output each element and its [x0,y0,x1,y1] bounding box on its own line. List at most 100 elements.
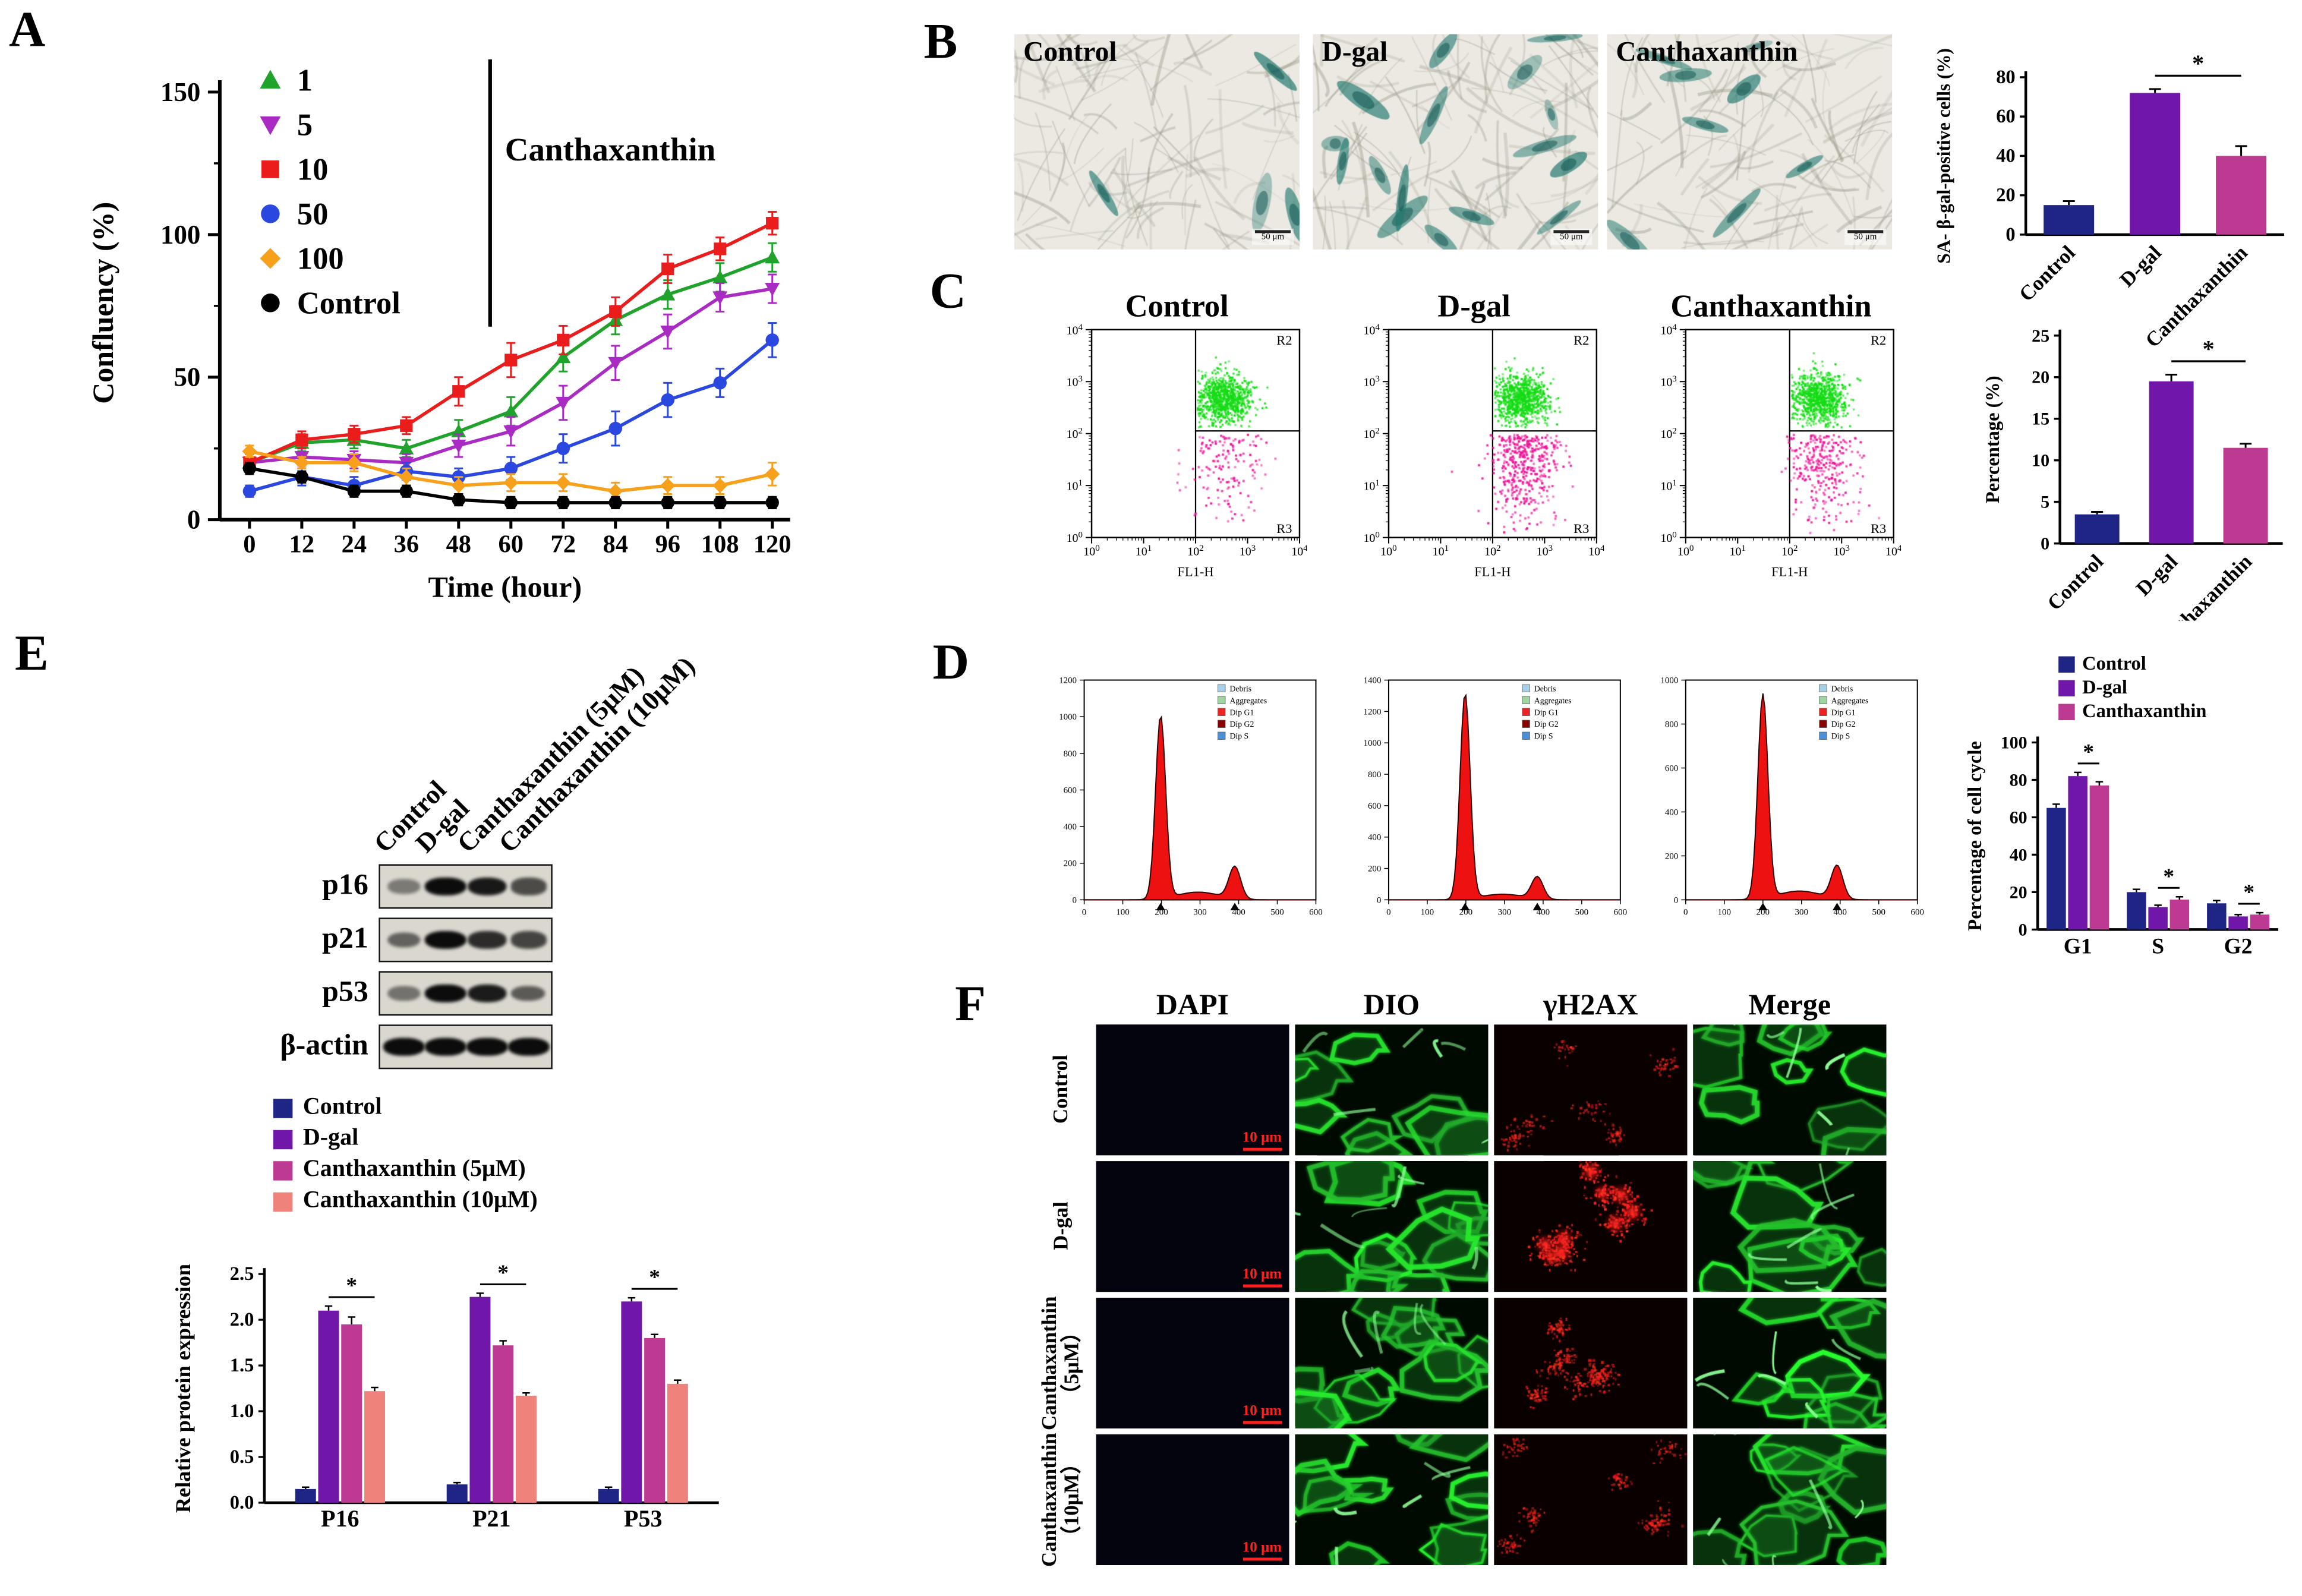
hist-legend-swatch [1819,684,1827,692]
y-tick-label: 20 [1996,185,2015,206]
y-tick-label: 800 [1368,770,1381,780]
x-tick-label: 100 [1116,907,1129,917]
row-label: Control [1051,1055,1073,1125]
legend-label-D-gal: D-gal [2082,677,2127,698]
peak-marker [1461,903,1470,910]
fluorescence-image-γH2AX [1494,1434,1688,1565]
y-log-tick: 101 [1067,478,1083,493]
hist-legend-label: Dip G1 [1534,708,1559,717]
marker-circle [452,493,466,507]
marker-diamond [660,478,676,493]
sig-star: * [2243,881,2254,905]
blot-band [510,931,547,948]
column-header-DAPI: DAPI [1156,989,1229,1022]
y-tick-label: 400 [1665,808,1678,817]
blot-row-label-p53: p53 [322,975,368,1008]
legend-swatch-Control [2058,656,2075,673]
marker-circle [504,462,518,475]
bar-Canthaxanthin [2223,447,2268,544]
fluorescence-image-DAPI: 10 μm [1096,1298,1289,1429]
x-category-label: D-gal [2131,550,2182,600]
panel-E-bar-chart: 0.0 0.5 1.0 1.5 2.0 2.5 P16 * P21 * P53 * Relative p… [166,1250,749,1596]
marker-diamond [608,484,623,499]
y-tick-label: 600 [1368,802,1381,811]
x-tick-label: 0 [1386,907,1391,917]
legend-label-1: 1 [297,63,313,97]
x-category-label: S [2152,934,2164,958]
hist-legend-swatch [1218,708,1226,716]
x-tick-label: 0 [1683,907,1688,917]
fluorescence-image-DAPI: 10 μm [1096,1434,1289,1565]
legend-title: Canthaxanthin [505,131,715,168]
y-tick-label: 1.0 [230,1401,254,1422]
marker-triangle-up [503,403,519,418]
fluorescence-canvas [1096,1024,1289,1156]
legend-label-5: 5 [297,108,313,142]
marker-circle [556,441,570,455]
y-tick-label: 25 [2032,326,2049,346]
marker-triangle-down [451,439,466,453]
row-label: Canthaxanthin （10μM） [1039,1433,1084,1567]
marker-square [452,385,465,398]
micrograph-canvas [1607,34,1893,250]
hist-legend-swatch [1522,696,1530,704]
fluorescence-canvas [1494,1298,1688,1429]
bar-S-Canthaxanthin [2169,899,2190,930]
x-log-tick: 104 [1885,544,1901,558]
x-category-label: Control [2014,241,2080,306]
x-tick-label: 0 [243,531,256,559]
legend-swatch-Canthaxanthin (5μM) [273,1161,293,1181]
fluorescence-image-γH2AX [1494,1024,1688,1156]
flow-dot-cloud [1388,329,1597,538]
hist-legend-swatch [1522,708,1530,716]
fluorescence-canvas [1693,1434,1887,1565]
x-tick-label: 84 [603,531,628,559]
x-tick-label: 100 [1421,907,1434,917]
x-tick-label: 72 [551,531,576,559]
peak-marker [1230,903,1240,910]
marker-square [661,262,674,276]
hist-legend-swatch [1819,708,1827,716]
blot-band [425,931,466,950]
fluorescence-image-Merge [1693,1298,1887,1429]
x-category-label: Control [2043,550,2108,615]
legend-label-Canthaxanthin (5μM): Canthaxanthin (5μM) [302,1156,526,1182]
marker-triangle-up [660,287,676,301]
flow-canvas [1388,329,1597,538]
y-tick-label: 0.5 [230,1446,254,1468]
fluorescence-image-Merge [1693,1161,1887,1292]
marker-diamond [503,475,519,490]
legend-label-Canthaxanthin (10μM): Canthaxanthin (10μM) [302,1188,538,1213]
fluorescence-canvas [1096,1161,1289,1292]
blot-band [425,984,466,1003]
x-tick-label: 120 [753,531,791,559]
flow-dot-cloud [1685,329,1894,538]
blot-band [508,1037,549,1056]
marker-triangle-down [712,291,728,305]
y-log-tick: 100 [1660,531,1676,545]
peak-marker [1532,903,1542,910]
x-log-tick: 102 [1484,544,1500,558]
bar-P21-Canthaxanthin (5μM) [493,1345,514,1503]
bar-P53-Control [598,1488,619,1503]
blot-band [467,984,507,1002]
blot-band [387,986,420,1001]
x-log-tick: 100 [1083,544,1099,558]
x-tick-label: 600 [1614,907,1627,917]
x-log-tick: 101 [1433,544,1449,558]
x-log-tick: 103 [1240,544,1256,558]
bar-P16-Canthaxanthin (10μM) [364,1391,385,1503]
y-log-tick: 100 [1067,531,1083,545]
bar-P53-Canthaxanthin (10μM) [667,1383,688,1503]
panel-B-label: B [923,14,958,70]
marker-circle [295,470,309,484]
y-tick-label: 20 [2032,368,2049,387]
row-label: D-gal [1051,1202,1073,1251]
blot-band [425,877,466,896]
panel-C-label: C [929,264,967,320]
flow-plot-title: Control [1125,288,1229,324]
y-axis-title: Relative protein expression [171,1264,195,1513]
scale-bar: 50 μm [1844,229,1887,245]
y-tick-label: 1000 [1363,739,1381,748]
fluorescence-image-Merge [1693,1434,1887,1565]
